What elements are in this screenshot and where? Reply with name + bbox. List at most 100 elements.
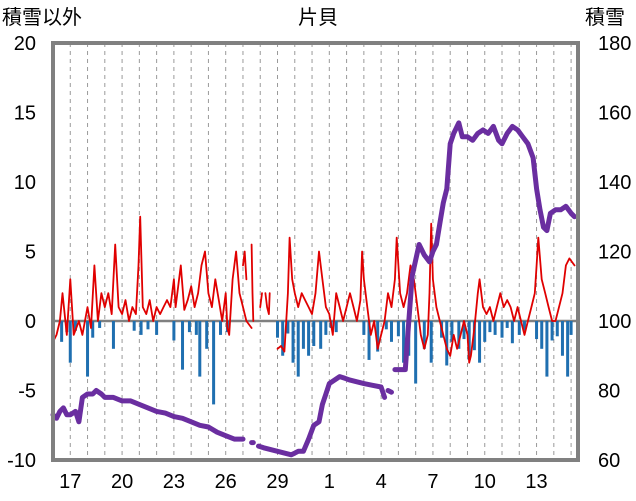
- precipitation-bar: [500, 321, 504, 338]
- right-tick-label: 100: [598, 311, 631, 333]
- precipitation-bar: [376, 321, 380, 352]
- x-tick-label: 10: [474, 471, 496, 493]
- data-lines: [50, 120, 577, 458]
- precipitation-bar: [281, 321, 285, 356]
- precipitation-bar: [462, 321, 466, 340]
- precipitation-bar: [312, 321, 316, 347]
- precipitation-bar: [493, 321, 497, 335]
- precipitation-bar: [60, 321, 64, 342]
- precipitation-bar: [522, 321, 526, 331]
- left-axis-ticks: 20 15 10 5 0 -5 -10: [7, 33, 36, 472]
- x-tick-label: 4: [376, 471, 387, 493]
- precipitation-bar: [219, 321, 223, 335]
- precipitation-bar: [472, 321, 476, 351]
- precipitation-bar: [457, 321, 461, 349]
- precipitation-bar: [450, 321, 454, 342]
- precipitation-bar: [86, 321, 90, 377]
- x-tick-label: 13: [525, 471, 547, 493]
- right-tick-label: 180: [598, 33, 631, 55]
- x-tick-label: 20: [111, 471, 133, 493]
- x-tick-label: 1: [324, 471, 335, 493]
- snow-depth-line: [256, 374, 388, 458]
- precipitation-bar: [194, 321, 198, 335]
- precipitation-bar: [510, 321, 514, 344]
- snow-depth-line: [385, 388, 394, 395]
- precipitation-bar: [402, 321, 406, 363]
- precipitation-bar: [91, 321, 95, 338]
- chart-title: 片貝: [298, 6, 338, 29]
- temperature-line: [52, 215, 253, 343]
- precipitation-bar: [362, 321, 366, 335]
- precipitation-bar: [566, 321, 570, 377]
- right-tick-label: 160: [598, 103, 631, 125]
- precipitation-bar: [205, 321, 209, 349]
- vertical-gridlines: [52, 43, 572, 460]
- right-tick-label: 140: [598, 172, 631, 194]
- precipitation-bar: [569, 321, 573, 335]
- temperature-line: [264, 292, 271, 316]
- x-tick-label: 17: [59, 471, 81, 493]
- left-axis-label: 積雪以外: [2, 6, 82, 29]
- precipitation-bar: [414, 321, 418, 384]
- left-tick-label: -10: [7, 450, 36, 472]
- precipitation-bar: [396, 321, 400, 337]
- precipitation-bar: [98, 321, 102, 328]
- precipitation-bar: [467, 321, 471, 360]
- left-tick-label: 0: [25, 311, 36, 333]
- x-axis-ticks: 17 20 23 26 29 1 4 7 10 13: [59, 471, 548, 493]
- precipitation-bar: [132, 321, 136, 331]
- precipitation-bar: [296, 321, 300, 377]
- precipitation-bar: [146, 321, 150, 330]
- right-axis-label: 積雪: [585, 6, 625, 29]
- left-tick-label: 5: [25, 242, 36, 264]
- precipitation-bar: [550, 321, 554, 341]
- right-tick-label: 120: [598, 242, 631, 264]
- left-tick-label: -5: [18, 381, 36, 403]
- precipitation-bar: [505, 321, 509, 328]
- precipitation-bar: [301, 321, 305, 349]
- temperature-line: [276, 222, 576, 364]
- precipitation-bar: [73, 321, 77, 331]
- precipitation-bar: [545, 321, 549, 377]
- right-axis-ticks: 180 160 140 120 100 80 60: [598, 33, 631, 472]
- precipitation-bar: [445, 321, 449, 366]
- snow-depth-line: [50, 388, 246, 442]
- precipitation-bar: [535, 321, 539, 340]
- precipitation-bar: [172, 321, 176, 341]
- precipitation-bar: [286, 321, 290, 334]
- precipitation-bar: [389, 321, 393, 342]
- precipitation-bar: [307, 321, 311, 356]
- right-tick-label: 60: [598, 450, 620, 472]
- precipitation-bar: [212, 321, 216, 405]
- precipitation-bar: [181, 321, 185, 370]
- precipitation-bar: [68, 321, 72, 363]
- x-tick-label: 29: [266, 471, 288, 493]
- left-tick-label: 20: [14, 33, 36, 55]
- precipitation-bar: [139, 321, 143, 335]
- plot-frame: [51, 41, 580, 462]
- left-tick-label: 10: [14, 172, 36, 194]
- x-tick-label: 23: [163, 471, 185, 493]
- precipitation-bar: [291, 321, 295, 363]
- precipitation-bar: [483, 321, 487, 342]
- precipitation-bar: [155, 321, 159, 335]
- precipitation-bar: [319, 321, 323, 349]
- precipitation-bar: [334, 321, 338, 333]
- precipitation-bar: [384, 321, 388, 330]
- x-tick-label: 26: [215, 471, 237, 493]
- precipitation-bar: [367, 321, 371, 360]
- temperature-line: [259, 292, 263, 309]
- precipitation-bar: [540, 321, 544, 349]
- precipitation-bar: [111, 321, 115, 349]
- temperature-line: [250, 243, 255, 322]
- precipitation-bar: [187, 321, 191, 333]
- precipitation-bar: [478, 321, 482, 363]
- precipitation-bar: [422, 321, 426, 349]
- snow-depth-line: [392, 120, 577, 373]
- left-tick-label: 15: [14, 103, 36, 125]
- precipitation-bar: [555, 321, 559, 337]
- precipitation-bar: [276, 321, 280, 338]
- precipitation-bar: [517, 321, 521, 335]
- precipitation-bar: [560, 321, 564, 356]
